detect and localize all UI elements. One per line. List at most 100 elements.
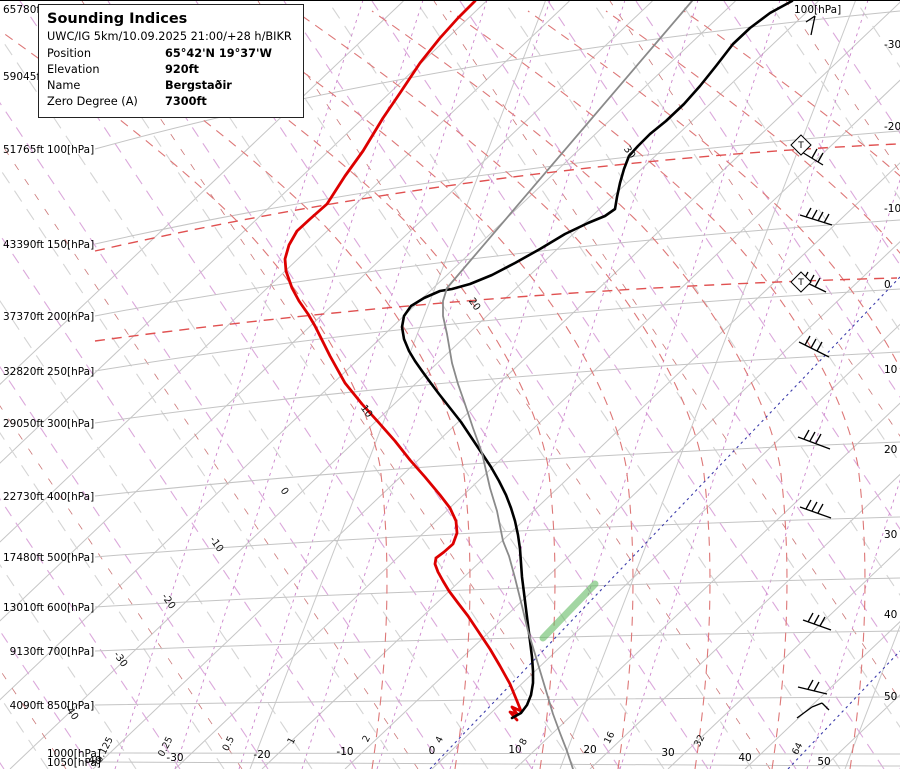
- tropopause-lines: [94, 143, 898, 342]
- barb-stroke: [817, 152, 824, 163]
- adiabats-violet-line: [0, 498, 181, 769]
- row-label: Position: [47, 47, 91, 60]
- moist-adiabat-line: [217, 10, 634, 769]
- row-label: Zero Degree (A): [47, 95, 138, 108]
- altitude-label: 37370ft: [3, 311, 44, 323]
- wind-barb-icon: [797, 679, 828, 695]
- adiabats-violet-line: [459, 1, 900, 662]
- barb-stroke: [811, 501, 818, 512]
- bottom-temp-label: 20: [583, 744, 596, 756]
- adiabats-violet-line: [547, 1, 900, 530]
- adiabats-violet-line: [0, 762, 5, 769]
- adiabats-violet-line: [0, 102, 445, 769]
- wind-barb-icon: [805, 15, 816, 36]
- adiabats-violet-line: [107, 1, 621, 769]
- pressure-label: 300[hPa]: [47, 418, 94, 430]
- steep-gray-line: [844, 624, 900, 769]
- barb-stroke: [809, 431, 816, 442]
- isotherms-line: [344, 241, 900, 769]
- adiabats-violet-line: [723, 1, 900, 266]
- barb-stroke: [797, 436, 831, 450]
- adiabat-label: 20: [466, 296, 482, 313]
- moist-adiabat-line: [371, 10, 788, 769]
- row-label: Name: [47, 79, 81, 92]
- row-elevation: Elevation 920ft: [47, 62, 295, 78]
- altitude-label: 22730ft: [3, 491, 44, 503]
- barb-stroke: [811, 702, 823, 708]
- adiabats-violet-line: [635, 1, 900, 398]
- tropopause-diamond-icon: [790, 134, 812, 156]
- pressure-label: 1050[hPa]: [47, 757, 101, 769]
- altitude-label: 4090ft: [10, 700, 44, 712]
- isotherms-line: [744, 621, 900, 769]
- mixing-ratio-line: [114, 1, 364, 769]
- wind-barb-icon: [799, 499, 832, 519]
- tropopause-line-1: [94, 143, 898, 252]
- barb-stroke: [797, 686, 828, 695]
- altitude-label: 13010ft: [3, 602, 44, 614]
- isotherms-line: [92, 1, 900, 769]
- isobar-600hPa: [94, 577, 900, 608]
- isobar-200hPa: [94, 219, 900, 317]
- adiabat-label: 10: [358, 403, 374, 420]
- right-temp-label: 10: [884, 364, 897, 376]
- box-title: Sounding Indices: [47, 11, 188, 27]
- isobar-300hPa: [94, 351, 900, 424]
- navy-isotherm-segment: [787, 650, 900, 769]
- barb-stroke: [810, 338, 817, 349]
- row-name: Name Bergstaðir: [47, 78, 295, 94]
- row-value: 7300ft: [165, 95, 207, 108]
- mixing-ratio-label: 32: [692, 733, 707, 749]
- row-value: Bergstaðir: [165, 79, 232, 92]
- adiabats-violet-line: [811, 1, 900, 134]
- barb-stroke: [815, 433, 822, 444]
- barb-stroke: [814, 277, 821, 288]
- isobar-150hPa: [94, 130, 900, 245]
- barb-stroke: [805, 207, 812, 218]
- altitude-label: 32820ft: [3, 366, 44, 378]
- adiabats-violet-line: [0, 234, 357, 769]
- bottom-temp-label: -20: [253, 749, 270, 761]
- mixing-ratio-line: [806, 479, 900, 769]
- adiabats-silver-line: [415, 1, 900, 728]
- barb-stroke: [819, 616, 826, 627]
- adiabats-violet-line: [195, 1, 709, 769]
- pressure-label: 150[hPa]: [47, 239, 94, 251]
- pressure-label: 250[hPa]: [47, 366, 94, 378]
- isotherms-line: [174, 79, 900, 769]
- barb-stroke: [805, 15, 816, 23]
- barb-stroke: [817, 211, 824, 222]
- row-zero-degree: Zero Degree (A) 7300ft: [47, 94, 295, 110]
- isotherms-line: [431, 323, 900, 769]
- barb-stroke: [813, 614, 820, 625]
- bottom-temp-label: 50: [817, 756, 830, 768]
- altitude-label: 59045ft: [3, 71, 44, 83]
- bottom-temp-label: -10: [336, 746, 353, 758]
- altitude-label: 9130ft: [10, 646, 44, 658]
- tropopause-line-2: [94, 277, 898, 342]
- dewpoint-curve: [283, 1, 523, 722]
- green-highlight: [539, 580, 599, 642]
- isotherms-line: [589, 473, 900, 769]
- isobar-400hPa: [94, 441, 900, 497]
- pressure-label: 850[hPa]: [47, 700, 94, 712]
- moist-adiabat-lines: [0, 10, 900, 769]
- wind-barb-icon: [799, 207, 833, 226]
- pressure-label: 1000[hPa]: [47, 748, 101, 760]
- green-highlight-segment: [539, 580, 599, 642]
- barb-stroke: [798, 341, 830, 358]
- model-run-line: UWC/IG 5km/10.09.2025 21:00/+28 h/BIKR: [47, 30, 292, 43]
- altitude-label: 65780ft: [3, 4, 44, 16]
- adiabat-label: -30: [111, 650, 129, 670]
- isobar-700hPa: [94, 630, 900, 652]
- wind-barb-icon: [797, 429, 831, 450]
- mixing-ratio-label: 8: [517, 737, 530, 747]
- mixing-ratio-label: 1: [285, 736, 298, 746]
- mixing-ratio-line: [174, 1, 424, 769]
- mixing-ratio-label: 2: [360, 734, 373, 744]
- pressure-label: 400[hPa]: [47, 491, 94, 503]
- sounding-indices-box: Sounding Indices UWC/IG 5km/10.09.2025 2…: [38, 4, 304, 118]
- wind-barb-icon: [802, 612, 832, 631]
- moist-adiabat-line: [683, 10, 900, 177]
